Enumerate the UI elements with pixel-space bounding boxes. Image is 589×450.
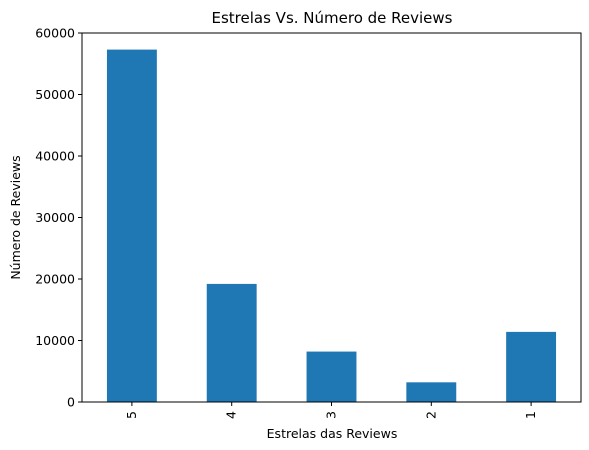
bar-1: [506, 331, 557, 402]
x-tick-label: 5: [124, 411, 139, 419]
x-axis-label: Estrelas das Reviews: [267, 426, 398, 441]
x-tick-label: 2: [423, 411, 438, 419]
bar-5: [106, 49, 157, 402]
y-tick-label: 50000: [35, 87, 75, 102]
y-axis-label: Número de Reviews: [8, 155, 23, 279]
x-tick-label: 1: [523, 411, 538, 419]
y-tick-label: 10000: [35, 333, 75, 348]
chart-title: Estrelas Vs. Número de Reviews: [212, 9, 453, 27]
y-tick-label: 60000: [35, 26, 75, 41]
bar-2: [406, 382, 457, 402]
y-tick-label: 40000: [35, 149, 75, 164]
bars-group: [106, 49, 557, 402]
bar-3: [306, 351, 357, 402]
plot-frame: [81, 32, 582, 403]
x-tick-label: 3: [324, 411, 339, 419]
y-axis-ticks: 0 10000 20000 30000 40000 50000 60000: [35, 26, 82, 410]
y-tick-label: 0: [67, 395, 75, 410]
y-tick-label: 20000: [35, 272, 75, 287]
x-axis-ticks: 5 4 3 2 1: [124, 402, 538, 419]
x-tick-label: 4: [224, 411, 239, 419]
y-tick-label: 30000: [35, 210, 75, 225]
bar-4: [206, 283, 257, 402]
